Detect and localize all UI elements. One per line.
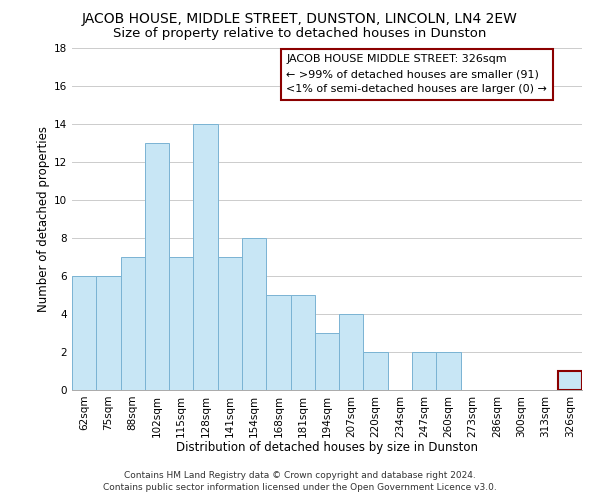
Bar [218,257,242,390]
Text: JACOB HOUSE MIDDLE STREET: 326sqm
← >99% of detached houses are smaller (91)
<1%: JACOB HOUSE MIDDLE STREET: 326sqm ← >99%… [286,54,547,94]
Bar [242,238,266,390]
Bar [72,276,96,390]
Bar [266,295,290,390]
Text: Size of property relative to detached houses in Dunston: Size of property relative to detached ho… [113,28,487,40]
Bar [169,257,193,390]
Text: JACOB HOUSE, MIDDLE STREET, DUNSTON, LINCOLN, LN4 2EW: JACOB HOUSE, MIDDLE STREET, DUNSTON, LIN… [82,12,518,26]
Bar [339,314,364,390]
Bar [364,352,388,390]
Y-axis label: Number of detached properties: Number of detached properties [37,126,50,312]
X-axis label: Distribution of detached houses by size in Dunston: Distribution of detached houses by size … [176,441,478,454]
Bar [315,333,339,390]
Bar [290,295,315,390]
Text: Contains HM Land Registry data © Crown copyright and database right 2024.
Contai: Contains HM Land Registry data © Crown c… [103,471,497,492]
Bar [193,124,218,390]
Bar [412,352,436,390]
Bar [558,371,582,390]
Bar [121,257,145,390]
Bar [145,142,169,390]
Bar [96,276,121,390]
Bar [436,352,461,390]
